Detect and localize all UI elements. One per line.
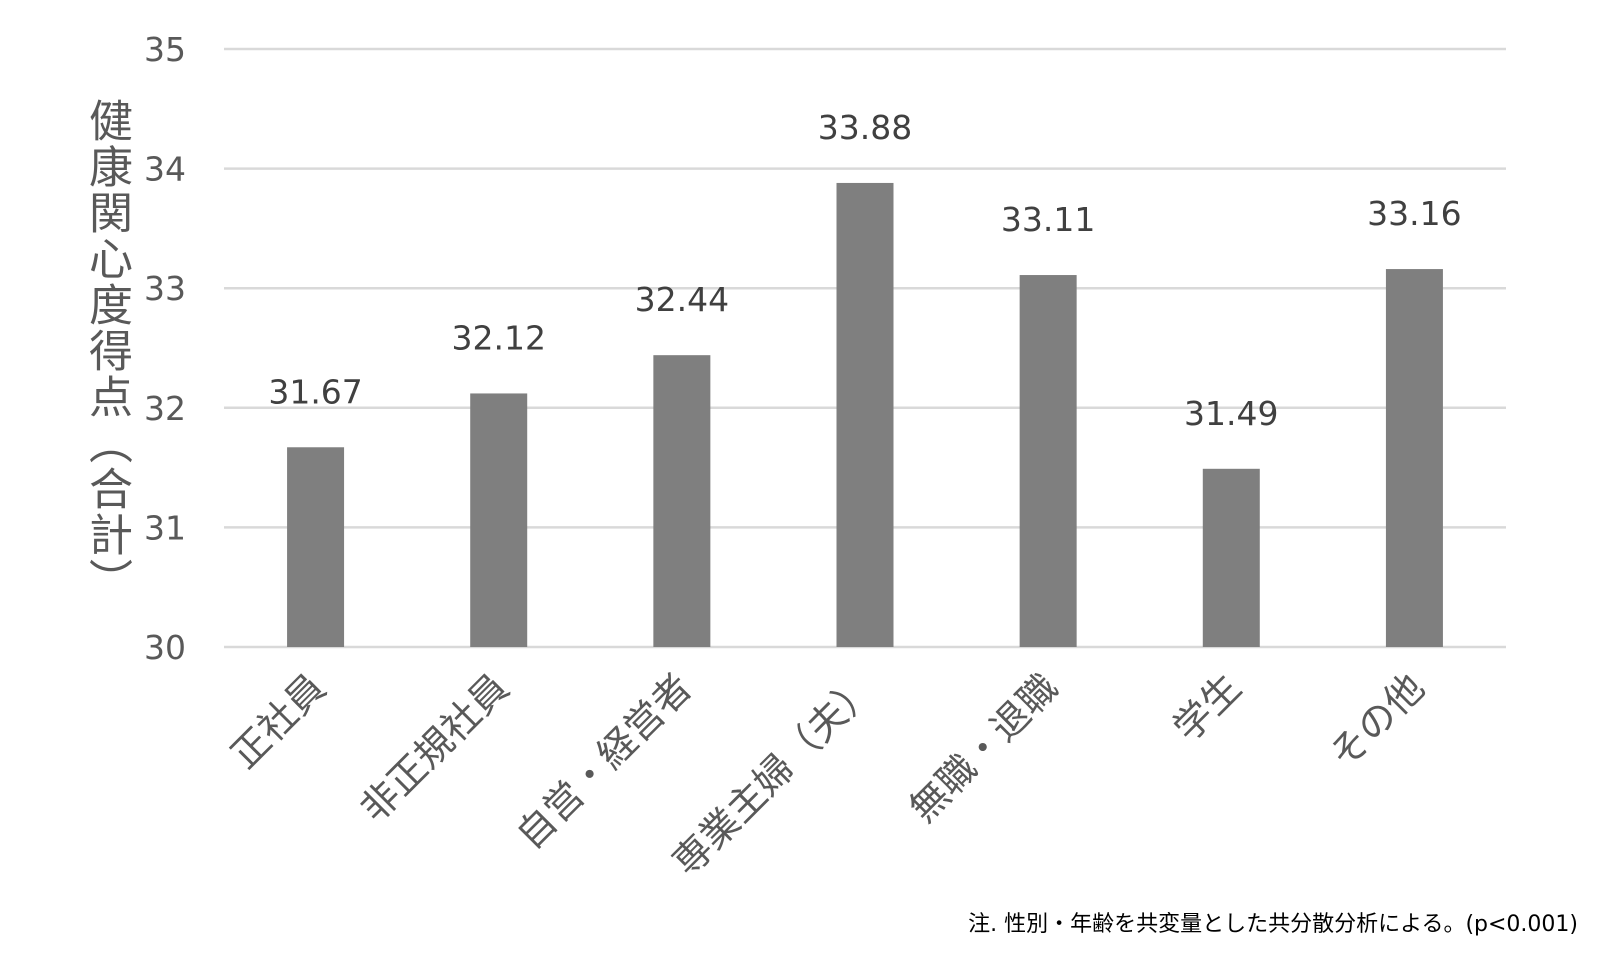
y-tick-label: 33 [144, 269, 186, 308]
bar [836, 182, 894, 647]
x-tick-label: その他 [1321, 665, 1433, 777]
bar [1385, 269, 1443, 647]
data-label: 32.44 [635, 280, 729, 319]
y-tick-label: 34 [144, 150, 186, 189]
bar [653, 355, 711, 647]
y-tick-label: 31 [144, 508, 186, 547]
data-label: 31.67 [268, 372, 362, 411]
x-tick-label: 自営・経営者 [508, 665, 700, 857]
y-tick-label: 32 [144, 389, 186, 428]
data-label: 33.11 [1001, 200, 1095, 239]
y-axis-ticks: 30 31 32 33 34 35 [144, 30, 186, 667]
bar [470, 393, 528, 647]
bars [287, 182, 1443, 647]
bar [1019, 275, 1077, 647]
y-tick-label: 35 [144, 30, 186, 69]
bar [1202, 468, 1260, 647]
x-tick-label: 学生 [1165, 665, 1250, 750]
data-label: 31.49 [1184, 394, 1278, 433]
footnote: 注. 性別・年齢を共変量とした共分散分析による。(p<0.001) [968, 912, 1578, 937]
data-label: 33.88 [818, 108, 912, 147]
x-tick-label: 非正規社員 [352, 665, 517, 830]
x-tick-label: 正社員 [222, 665, 334, 777]
y-tick-label: 30 [144, 628, 186, 667]
data-label: 32.12 [451, 318, 545, 357]
x-tick-label: 無職・退職 [901, 665, 1066, 830]
bar [287, 447, 345, 647]
y-axis-title: 健康関心度得点（合計） [81, 98, 132, 604]
data-label: 33.16 [1367, 194, 1461, 233]
data-labels: 31.67 32.12 32.44 33.88 33.11 31.49 33.16 [268, 108, 1461, 433]
